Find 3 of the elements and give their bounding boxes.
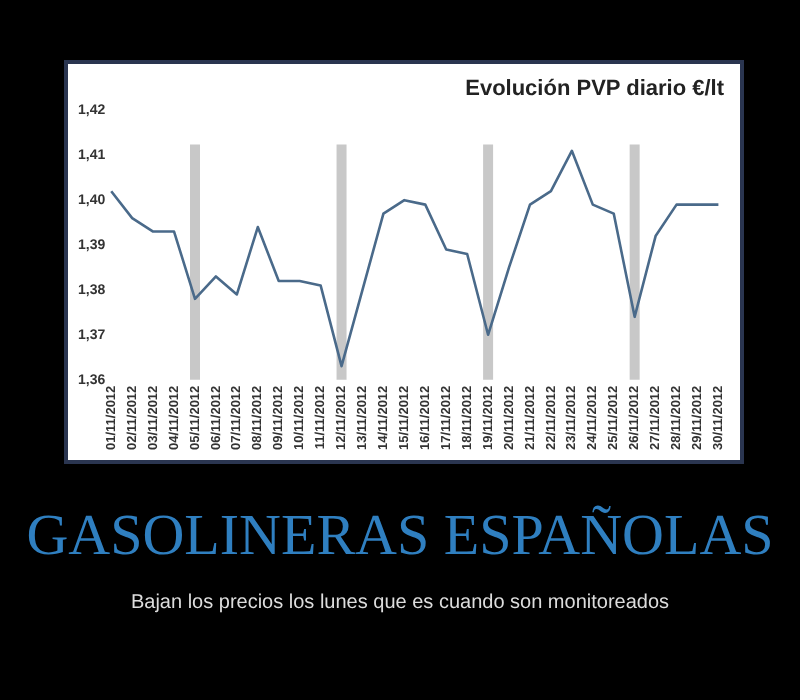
chart-title: Evolución PVP diario €/lt <box>465 77 725 102</box>
text: GASOLINERAS ESPAÑOLAS <box>24 504 776 570</box>
text: Bajan los precios los lunes que es cuando son monitoreados <box>128 592 672 614</box>
